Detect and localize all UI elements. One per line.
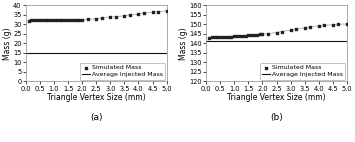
Simulated Mass [335, 23, 341, 25]
Average Injected Mass [24, 52, 28, 54]
Simulated Mass [251, 34, 257, 36]
Simulated Mass [108, 16, 113, 18]
Simulated Mass [344, 23, 350, 25]
Simulated Mass [51, 19, 57, 21]
Simulated Mass [246, 34, 251, 36]
Simulated Mass [220, 36, 226, 38]
Text: (a): (a) [90, 113, 103, 122]
Simulated Mass [32, 19, 37, 21]
Simulated Mass [248, 34, 254, 36]
Simulated Mass [307, 26, 313, 28]
Simulated Mass [243, 34, 248, 37]
Simulated Mass [48, 19, 54, 21]
Simulated Mass [68, 19, 74, 21]
Simulated Mass [57, 19, 62, 21]
X-axis label: Triangle Vertex Size (mm): Triangle Vertex Size (mm) [227, 93, 326, 102]
Legend: Simulated Mass, Average Injected Mass: Simulated Mass, Average Injected Mass [260, 63, 345, 80]
Simulated Mass [206, 36, 212, 39]
Simulated Mass [93, 17, 99, 20]
Simulated Mass [316, 25, 322, 27]
Simulated Mass [77, 19, 82, 21]
Simulated Mass [231, 35, 237, 37]
Simulated Mass [141, 12, 147, 14]
Simulated Mass [99, 17, 105, 19]
Simulated Mass [155, 11, 161, 13]
Simulated Mass [62, 19, 68, 21]
Simulated Mass [43, 19, 48, 21]
Y-axis label: Mass (g): Mass (g) [179, 27, 188, 60]
Simulated Mass [257, 33, 262, 36]
Simulated Mass [136, 13, 141, 15]
Simulated Mass [74, 19, 80, 21]
Simulated Mass [71, 19, 77, 21]
Simulated Mass [279, 30, 285, 33]
Simulated Mass [79, 18, 85, 21]
Simulated Mass [214, 36, 220, 38]
Average Injected Mass [52, 52, 56, 54]
Simulated Mass [60, 19, 65, 21]
Simulated Mass [237, 35, 243, 37]
Simulated Mass [322, 24, 327, 26]
Simulated Mass [40, 19, 45, 21]
Simulated Mass [29, 19, 34, 21]
Simulated Mass [150, 11, 155, 13]
Simulated Mass [113, 16, 119, 18]
Text: (b): (b) [270, 113, 283, 122]
Simulated Mass [164, 10, 169, 12]
Simulated Mass [330, 24, 336, 26]
Average Injected Mass [204, 41, 208, 42]
Simulated Mass [240, 35, 246, 37]
Simulated Mass [274, 31, 279, 34]
Simulated Mass [288, 29, 294, 31]
Simulated Mass [254, 34, 260, 36]
Simulated Mass [26, 19, 32, 22]
Simulated Mass [234, 35, 240, 37]
Simulated Mass [45, 19, 51, 21]
Y-axis label: Mass (g): Mass (g) [3, 27, 12, 60]
Simulated Mass [34, 19, 40, 21]
Simulated Mass [85, 18, 91, 20]
Average Injected Mass [232, 41, 236, 42]
X-axis label: Triangle Vertex Size (mm): Triangle Vertex Size (mm) [47, 93, 146, 102]
Simulated Mass [65, 19, 71, 21]
Simulated Mass [260, 33, 265, 35]
Simulated Mass [293, 28, 299, 30]
Simulated Mass [265, 33, 271, 35]
Simulated Mass [302, 27, 307, 29]
Simulated Mass [217, 36, 223, 38]
Simulated Mass [127, 14, 133, 16]
Simulated Mass [223, 36, 229, 38]
Simulated Mass [226, 35, 231, 38]
Legend: Simulated Mass, Average Injected Mass: Simulated Mass, Average Injected Mass [80, 63, 165, 80]
Simulated Mass [37, 19, 43, 21]
Simulated Mass [54, 19, 60, 21]
Simulated Mass [229, 35, 234, 38]
Simulated Mass [121, 15, 127, 17]
Simulated Mass [209, 36, 214, 38]
Simulated Mass [212, 36, 217, 38]
